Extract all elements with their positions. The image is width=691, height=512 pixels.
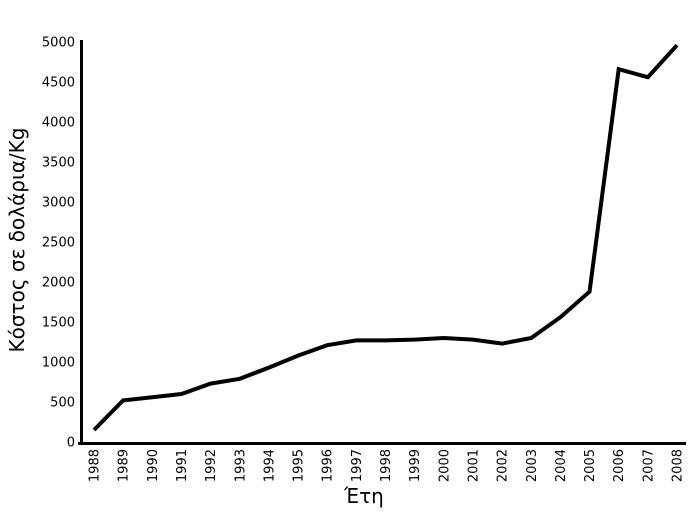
y-tick-label: 1000	[42, 356, 75, 371]
y-tick-label: 500	[50, 396, 75, 411]
x-tick-label: 1995	[292, 449, 307, 482]
y-tick-label: 3000	[42, 196, 75, 211]
y-tick-label: 5000	[42, 36, 75, 51]
x-tick-label: 1998	[379, 449, 394, 482]
x-tick-label: 1990	[146, 449, 161, 482]
x-tick-label: 1996	[321, 449, 336, 482]
x-tick-label: 2006	[612, 449, 627, 482]
x-tick-label: 1994	[262, 449, 277, 482]
x-tick-label: 2004	[554, 449, 569, 482]
x-tick-label: 2008	[671, 449, 686, 482]
plot-area: 0 500 1000 1500 2000 2500 3000 3500 4000 4500 5000…	[42, 36, 686, 482]
x-tick-label: 2000	[437, 449, 452, 482]
x-tick-label: 1992	[204, 449, 219, 482]
y-tick-label: 0	[67, 436, 75, 451]
y-tick-label: 2000	[42, 276, 75, 291]
x-tick-label: 2003	[525, 449, 540, 482]
y-tick-label: 3500	[42, 156, 75, 171]
x-tick-label: 2001	[466, 449, 481, 482]
y-axis-title: Κόστος σε δολάρια/Kg	[5, 128, 29, 353]
x-axis-title: Έτη	[343, 484, 384, 508]
x-tick-label: 2005	[583, 449, 598, 482]
y-tick-label: 1500	[42, 316, 75, 331]
x-tick-label: 1991	[175, 449, 190, 482]
x-tick-label: 1993	[233, 449, 248, 482]
x-tick-label: 2007	[641, 449, 656, 482]
x-tick-label: 1988	[88, 449, 103, 482]
x-tick-label: 1989	[117, 449, 132, 482]
x-tick-label: 1997	[350, 449, 365, 482]
x-tick-label: 2002	[496, 449, 511, 482]
x-tick-label: 1999	[408, 449, 423, 482]
y-tick-label: 2500	[42, 236, 75, 251]
y-tick-label: 4000	[42, 116, 75, 131]
y-tick-label: 4500	[42, 76, 75, 91]
data-series-line	[92, 43, 679, 432]
